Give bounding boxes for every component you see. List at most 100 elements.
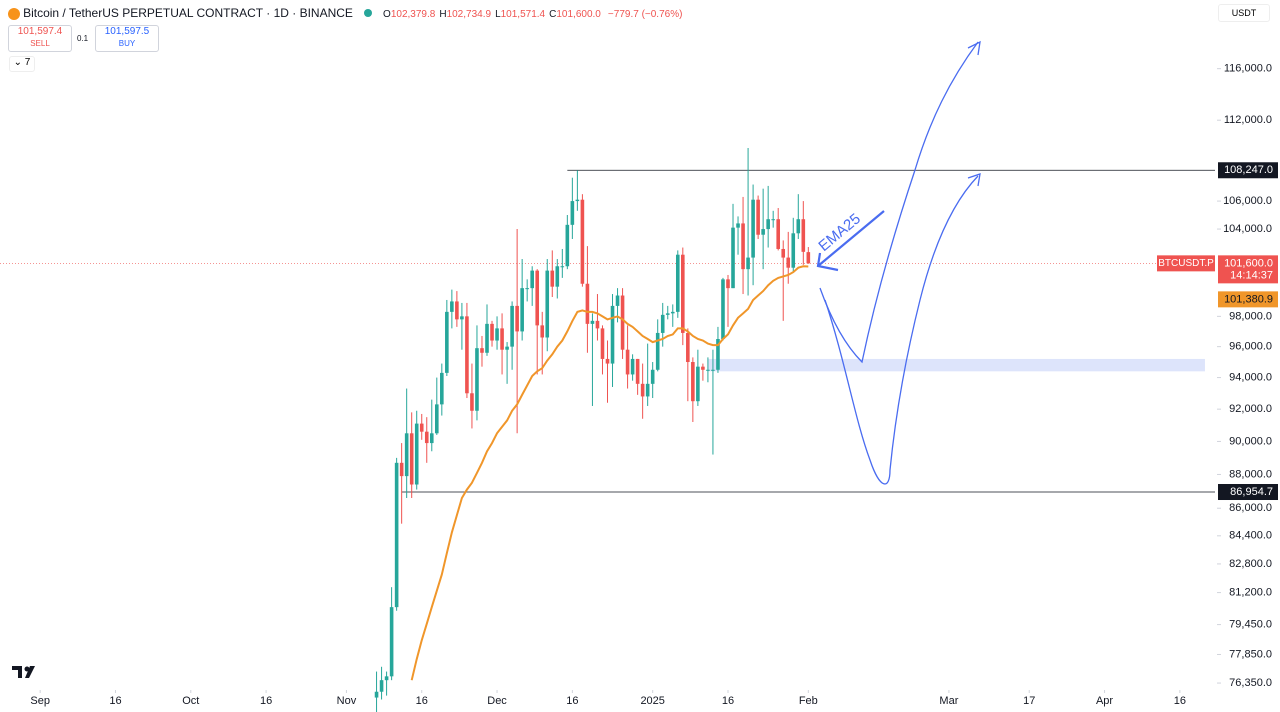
candle-body	[424, 431, 429, 444]
price-tag	[1218, 255, 1278, 284]
candle-body	[635, 358, 640, 384]
candle-body	[721, 279, 725, 340]
y-tick-label: 76,350.0	[1229, 677, 1272, 689]
indicators-count: 7	[24, 57, 31, 68]
candle-body	[455, 301, 459, 320]
indicators-toggle[interactable]: ⌄ 7	[9, 56, 35, 72]
x-tick-label: Dec	[487, 695, 507, 707]
x-tick-label: Feb	[799, 695, 818, 707]
candle-body	[555, 266, 560, 287]
candle-body	[450, 301, 454, 312]
currency-select[interactable]: USDT	[1218, 4, 1270, 22]
ema-arrow	[816, 210, 885, 272]
candle-body	[711, 369, 715, 371]
symbol-icon	[8, 8, 20, 21]
buy-button[interactable]: 101,597.5 BUY	[95, 25, 159, 52]
x-tick-label: 16	[1174, 695, 1186, 707]
candle-body	[465, 316, 469, 394]
y-tick-label: 84,400.0	[1229, 530, 1272, 542]
candle-body	[470, 393, 474, 411]
candle-body	[786, 257, 791, 268]
candle-body	[475, 348, 479, 411]
sell-label: SELL	[30, 39, 50, 48]
candle-body	[615, 295, 620, 306]
symbol-title[interactable]: Bitcoin / TetherUS PERPETUAL CONTRACT · …	[23, 6, 353, 20]
candle-body	[620, 295, 625, 350]
y-tick-label: 82,800.0	[1229, 558, 1272, 570]
candle-body	[605, 358, 610, 364]
candle-body	[510, 305, 514, 347]
candle-body	[525, 288, 529, 290]
candle-body	[761, 229, 765, 235]
candle-body	[480, 348, 484, 353]
ema-label: 101,380.9	[1224, 293, 1273, 305]
candle-body	[806, 252, 811, 264]
ohlc-key: L	[495, 9, 501, 20]
ohlc-value: 102,734.9	[446, 9, 492, 20]
candle-body	[530, 270, 534, 289]
ohlc: O102,379.8 H102,734.9 L101,571.4 C101,600.0	[383, 9, 605, 20]
candle-body	[691, 362, 695, 402]
candle-body	[600, 328, 605, 359]
x-tick-label: Oct	[182, 695, 199, 707]
candle-body	[801, 219, 806, 252]
candle-body	[374, 691, 379, 698]
y-tick-label: 86,000.0	[1229, 502, 1272, 514]
candle-body	[414, 423, 419, 485]
candle-body	[550, 270, 555, 287]
candle-body	[384, 676, 389, 681]
candle-body	[650, 369, 655, 384]
y-tick-label: 106,000.0	[1223, 195, 1272, 207]
candle-body	[419, 423, 424, 432]
candle-body	[545, 270, 550, 338]
y-tick-label: 96,000.0	[1229, 341, 1272, 353]
candle-body	[665, 313, 670, 315]
candle-body	[379, 680, 384, 692]
candle-body	[726, 279, 730, 289]
candle-body	[565, 224, 570, 267]
candle-body	[746, 257, 750, 270]
status-dot	[363, 9, 372, 17]
candle-body	[630, 358, 635, 375]
candle-body	[585, 283, 590, 324]
candle-body	[655, 332, 660, 370]
x-tick-label: 16	[260, 695, 272, 707]
y-tick-label: 94,000.0	[1229, 371, 1272, 383]
y-tick-label: 81,200.0	[1229, 586, 1272, 598]
candle-body	[766, 219, 770, 230]
level-tag	[1218, 162, 1278, 179]
sell-price: 101,597.4	[17, 26, 63, 37]
candle-body	[741, 223, 745, 270]
logo	[12, 666, 35, 678]
ohlc-key: H	[439, 9, 447, 20]
candle-body	[716, 339, 720, 370]
candle-body	[590, 320, 595, 324]
y-tick-label: 116,000.0	[1224, 63, 1272, 75]
candle-body	[686, 332, 690, 363]
candle-body	[520, 288, 524, 332]
ema-tag	[1218, 291, 1278, 308]
candle-body	[540, 325, 545, 338]
x-tick-label: 16	[566, 695, 578, 707]
candle-body	[706, 369, 710, 371]
ema-line	[410, 265, 809, 681]
sell-button[interactable]: 101,597.4 SELL	[8, 25, 72, 52]
tv-logo	[12, 666, 35, 678]
header: Bitcoin / TetherUS PERPETUAL CONTRACT · …	[8, 6, 682, 21]
candle-body	[675, 254, 680, 312]
countdown: 14:14:37	[1230, 269, 1273, 281]
candle-body	[796, 219, 801, 234]
candle-body	[404, 433, 409, 477]
candle-body	[429, 433, 434, 444]
candle-body	[660, 314, 665, 333]
candle-body	[701, 366, 705, 370]
y-tick-label: 98,000.0	[1229, 310, 1272, 322]
candle-body	[731, 227, 735, 289]
x-tick-label: Nov	[337, 695, 357, 707]
hand-drawing	[816, 40, 981, 485]
candle-body	[781, 248, 786, 258]
level-label: 86,954.7	[1230, 486, 1273, 498]
candle-body	[791, 233, 796, 268]
symbol-label: BTCUSDT.P	[1158, 258, 1214, 269]
